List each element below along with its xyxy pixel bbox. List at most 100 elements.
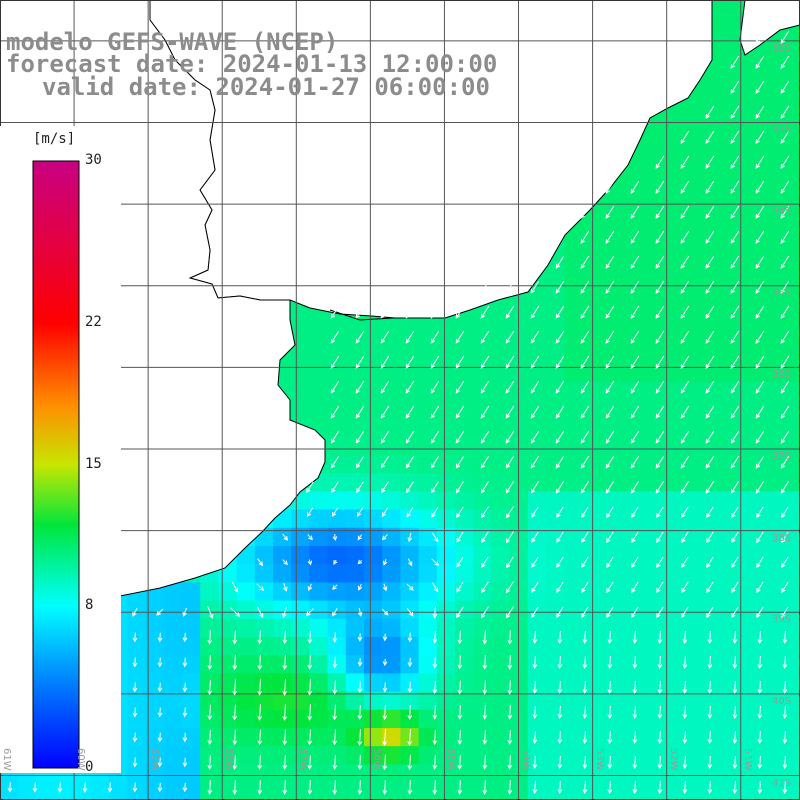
wind-arrow — [257, 654, 263, 671]
wind-arrow — [630, 455, 640, 469]
wind-speed-cell — [728, 491, 747, 511]
wind-speed-cell — [782, 509, 800, 529]
wind-arrow — [681, 556, 689, 568]
wind-speed-cell — [691, 436, 711, 456]
wind-arrow — [732, 680, 738, 695]
wind-speed-cell — [709, 746, 729, 765]
wind-speed-cell — [491, 655, 511, 674]
latitude-label: 38S — [772, 532, 792, 544]
wind-arrow — [557, 630, 563, 645]
wind-speed-cell — [782, 127, 800, 147]
latitude-label: 41S — [772, 777, 792, 789]
wind-speed-cell — [163, 782, 183, 800]
wind-speed-cell — [582, 509, 602, 529]
wind-speed-cell — [600, 709, 620, 729]
wind-speed-cell — [764, 655, 784, 674]
wind-speed-cell — [782, 746, 800, 765]
wind-speed-cell — [764, 637, 784, 656]
wind-arrow — [680, 480, 690, 494]
wind-speed-cell — [582, 418, 602, 438]
wind-arrow — [432, 631, 438, 644]
wind-speed-cell — [564, 309, 583, 329]
wind-speed-cell — [254, 600, 274, 620]
wind-speed-cell — [673, 163, 693, 183]
colorbar-tick-label: 30 — [85, 152, 102, 168]
wind-arrow — [607, 780, 613, 795]
wind-arrow — [432, 680, 438, 695]
wind-arrow — [556, 506, 564, 518]
wind-speed-cell — [491, 327, 511, 347]
wind-speed-cell — [236, 564, 256, 583]
wind-arrow — [780, 280, 790, 294]
wind-speed-cell — [728, 709, 747, 729]
wind-speed-cell — [637, 382, 656, 401]
wind-speed-cell — [782, 637, 800, 656]
wind-arrow — [555, 205, 565, 219]
wind-speed-cell — [691, 182, 711, 201]
wind-speed-cell — [455, 418, 474, 438]
wind-arrow — [682, 655, 688, 670]
wind-speed-cell — [527, 764, 547, 784]
wind-speed-cell — [382, 673, 401, 693]
wind-speed-cell — [546, 746, 565, 765]
wind-arrow — [132, 707, 138, 718]
wind-arrow — [505, 481, 515, 494]
wind-speed-cell — [709, 764, 729, 784]
wind-speed-cell — [291, 564, 310, 583]
wind-speed-cell — [291, 673, 310, 693]
wind-speed-cell — [473, 509, 492, 529]
wind-speed-cell — [327, 546, 347, 565]
wind-speed-cell — [436, 364, 456, 383]
wind-speed-cell — [673, 491, 693, 511]
wind-speed-cell — [709, 254, 729, 274]
wind-speed-cell — [728, 618, 747, 638]
latitude-label: 36S — [772, 369, 792, 381]
wind-speed-cell — [491, 400, 511, 420]
wind-speed-cell — [491, 782, 511, 800]
wind-speed-cell — [491, 728, 511, 747]
wind-arrow — [430, 430, 440, 444]
wind-arrow — [780, 455, 790, 469]
wind-speed-cell — [782, 309, 800, 329]
wind-arrow — [307, 655, 313, 670]
wind-speed-cell — [400, 436, 420, 456]
wind-arrow — [555, 480, 565, 494]
wind-speed-cell — [364, 564, 383, 583]
wind-speed-cell — [746, 600, 765, 620]
wind-speed-cell — [491, 455, 511, 474]
wind-speed-cell — [618, 436, 638, 456]
wind-arrow — [481, 556, 489, 568]
wind-speed-cell — [18, 782, 37, 800]
wind-arrow — [780, 155, 790, 169]
wind-speed-cell — [764, 418, 784, 438]
wind-speed-cell — [546, 291, 565, 310]
wind-arrow — [657, 730, 663, 745]
wind-speed-cell — [564, 582, 583, 602]
wind-speed-cell — [436, 491, 456, 511]
wind-speed-cell — [764, 145, 784, 165]
wind-speed-cell — [418, 782, 438, 800]
wind-speed-cell — [364, 473, 383, 492]
wind-speed-cell — [273, 764, 292, 784]
wind-speed-cell — [764, 163, 784, 183]
wind-arrow — [380, 380, 390, 394]
wind-arrow — [681, 506, 689, 518]
wind-arrow — [682, 755, 688, 770]
wind-speed-cell — [254, 764, 274, 784]
wind-speed-cell — [382, 418, 401, 438]
wind-speed-cell — [491, 509, 511, 529]
title-model: modelo GEFS-WAVE (NCEP) — [6, 28, 339, 56]
wind-speed-cell — [436, 600, 456, 620]
wind-speed-cell — [400, 418, 420, 438]
wind-arrow — [707, 680, 713, 695]
wind-speed-cell — [582, 546, 602, 565]
wind-speed-cell — [254, 637, 274, 656]
wind-speed-cell — [673, 236, 693, 256]
wind-arrow — [630, 330, 640, 344]
wind-arrow — [532, 705, 538, 720]
wind-speed-cell — [582, 473, 602, 492]
wind-speed-cell — [637, 746, 656, 765]
wind-speed-cell — [782, 273, 800, 292]
wind-arrow — [780, 355, 790, 369]
wind-speed-cell — [163, 746, 183, 765]
